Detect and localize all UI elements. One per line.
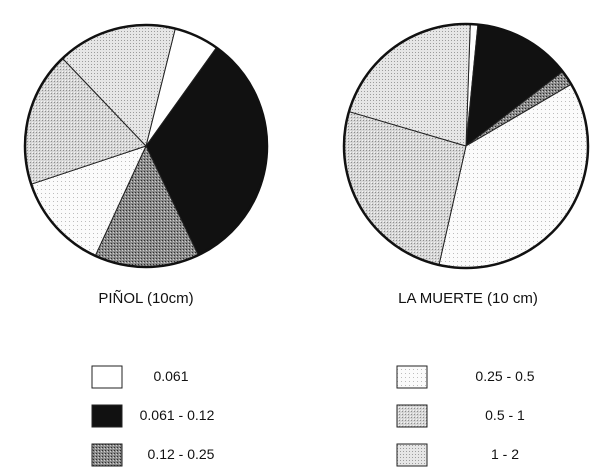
- legend-swatch-4: [396, 404, 428, 428]
- pie-outline-la-muerte: [342, 22, 590, 270]
- legend-swatch-1: [91, 404, 123, 428]
- legend-swatch-0: [91, 365, 123, 389]
- legend-label-2: 0.12 - 0.25: [148, 446, 215, 462]
- legend-label-5: 1 - 2: [491, 446, 519, 462]
- pie-title-la-muerte: LA MUERTE (10 cm): [398, 290, 538, 307]
- pie-chart-pinol: [23, 23, 269, 269]
- pie-chart-la-muerte: [342, 22, 590, 270]
- legend: 0.061 0.061 - 0.12 0.12 - 0.25 0.25 - 0.…: [91, 365, 535, 467]
- legend-swatch-3: [396, 365, 428, 389]
- pie-title-pinol: PIÑOL (10cm): [98, 290, 193, 307]
- legend-label-1: 0.061 - 0.12: [140, 407, 215, 423]
- legend-swatch-5: [396, 443, 428, 467]
- legend-swatch-2: [91, 443, 123, 467]
- legend-label-4: 0.5 - 1: [485, 407, 525, 423]
- legend-label-0: 0.061: [153, 368, 188, 384]
- pie-outline-pinol: [23, 23, 269, 269]
- legend-label-3: 0.25 - 0.5: [475, 368, 534, 384]
